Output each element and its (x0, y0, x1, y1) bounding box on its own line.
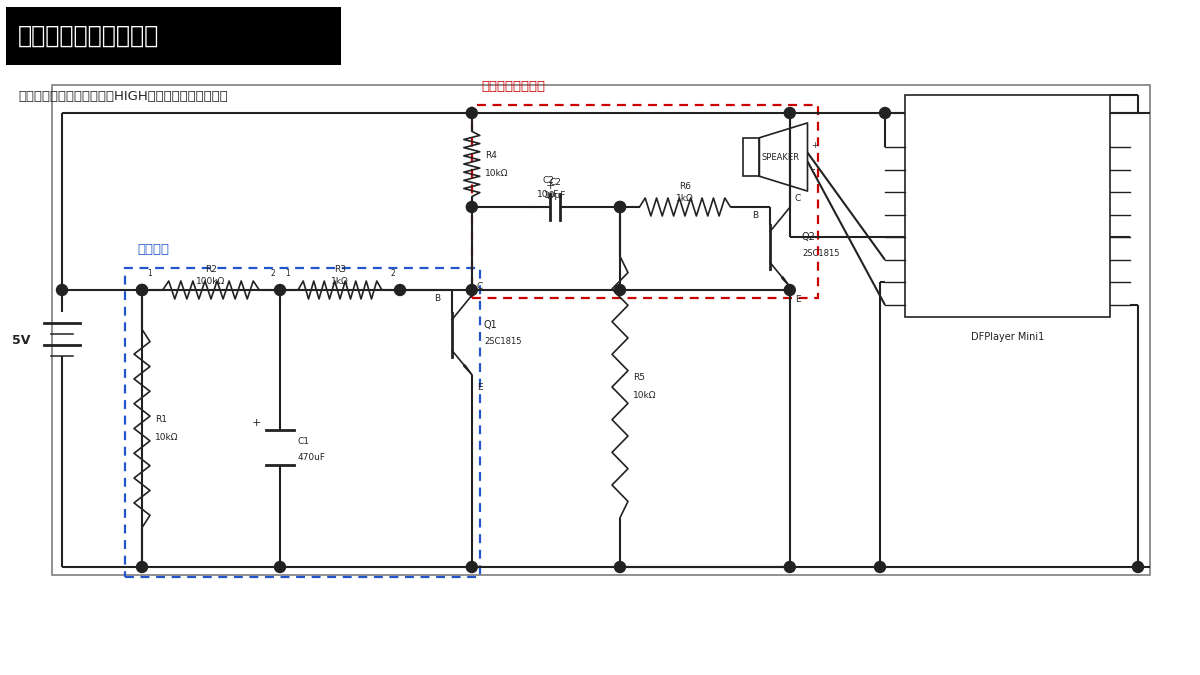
Polygon shape (781, 277, 790, 287)
Text: SPEAKER: SPEAKER (761, 153, 799, 161)
Text: R3: R3 (334, 265, 346, 274)
Text: 5  DAC_L: 5 DAC_L (912, 234, 944, 241)
Bar (905, 95, 1110, 317)
Circle shape (137, 284, 148, 296)
Text: 2SC1815: 2SC1815 (484, 337, 522, 346)
Circle shape (785, 107, 796, 119)
Text: ADKEY2  13: ADKEY2 13 (1061, 212, 1103, 218)
Text: ワンショット回路: ワンショット回路 (481, 80, 546, 93)
Text: 5V: 5V (12, 333, 30, 346)
Text: DFPLAYER: DFPLAYER (994, 108, 1054, 118)
Circle shape (467, 107, 478, 119)
Text: 3  TX: 3 TX (912, 189, 930, 195)
Circle shape (614, 284, 625, 296)
Text: 1: 1 (148, 269, 151, 278)
Bar (6, 7, 341, 65)
Circle shape (137, 562, 148, 572)
Bar (472, 105, 818, 298)
Circle shape (275, 562, 286, 572)
Text: Q2: Q2 (802, 232, 816, 242)
Circle shape (614, 562, 625, 572)
Text: C: C (476, 282, 484, 292)
Text: 遅延回路: 遅延回路 (137, 243, 169, 256)
Circle shape (785, 562, 796, 572)
Circle shape (275, 284, 286, 296)
Text: 1  VCC: 1 VCC (912, 144, 936, 150)
Circle shape (875, 562, 886, 572)
Text: 1: 1 (284, 269, 289, 278)
Circle shape (467, 562, 478, 572)
Text: MINI: MINI (1010, 127, 1037, 137)
Text: R2: R2 (205, 265, 217, 274)
Text: C2: C2 (542, 176, 554, 185)
Circle shape (1133, 562, 1144, 572)
Text: +: + (252, 418, 262, 428)
Text: USB-  15: USB- 15 (1072, 167, 1103, 173)
Text: USB+  14: USB+ 14 (1068, 189, 1103, 195)
Text: R1: R1 (155, 415, 167, 424)
Text: 遅延ワンショット回路: 遅延ワンショット回路 (18, 24, 160, 48)
Text: +: + (545, 181, 554, 191)
Text: B: B (434, 294, 440, 303)
Text: +: + (811, 140, 818, 150)
Circle shape (614, 202, 625, 213)
Text: 10µF: 10µF (544, 191, 566, 200)
Text: E: E (476, 383, 482, 392)
Text: 6  SPK1: 6 SPK1 (912, 257, 940, 263)
Text: C1: C1 (298, 437, 310, 446)
Text: 1kΩ: 1kΩ (331, 277, 349, 286)
Text: USB-  15: USB- 15 (1058, 112, 1088, 118)
Text: 10kΩ: 10kΩ (485, 169, 509, 178)
Text: 2: 2 (270, 269, 275, 278)
Text: C: C (794, 194, 802, 203)
Text: 4  DAC_R: 4 DAC_R (912, 211, 946, 218)
Text: ADKEY1  12: ADKEY1 12 (1061, 234, 1103, 240)
Circle shape (467, 202, 478, 213)
Text: 8  SPK2: 8 SPK2 (912, 302, 940, 308)
Text: R5: R5 (634, 373, 646, 383)
Text: C2: C2 (550, 178, 560, 187)
Text: -: - (811, 165, 815, 174)
Text: 1kΩ: 1kΩ (676, 194, 694, 203)
Circle shape (880, 107, 890, 119)
Text: Q1: Q1 (484, 320, 498, 330)
Text: E: E (794, 294, 800, 304)
Text: 10µF: 10µF (536, 190, 559, 199)
Text: 電源投入後、時間を空けてHIGHパルスを一回だけ出力: 電源投入後、時間を空けてHIGHパルスを一回だけ出力 (18, 90, 228, 103)
Text: 2SC1815: 2SC1815 (802, 248, 840, 257)
Text: BUSY  16: BUSY 16 (1070, 144, 1103, 150)
Text: 2: 2 (390, 269, 395, 278)
Polygon shape (463, 364, 472, 375)
Bar (52, 85, 1150, 575)
Text: IO1  9: IO1 9 (1081, 302, 1103, 308)
Text: B: B (752, 211, 758, 220)
Text: R4: R4 (485, 151, 497, 159)
Bar (125, 268, 480, 577)
Text: 10kΩ: 10kΩ (634, 392, 656, 400)
Text: 470uF: 470uF (298, 454, 326, 462)
Text: 10kΩ: 10kΩ (155, 433, 179, 442)
Text: 2  RX: 2 RX (912, 167, 931, 173)
Text: DFPlayer Mini1: DFPlayer Mini1 (971, 332, 1044, 342)
Bar (743, 138, 760, 176)
Text: 100kΩ: 100kΩ (197, 277, 226, 286)
Text: IO2  11: IO2 11 (1076, 257, 1103, 263)
Text: 7  GND: 7 GND (912, 279, 938, 286)
Text: GND  10: GND 10 (1073, 279, 1103, 286)
Circle shape (137, 284, 148, 296)
Circle shape (785, 284, 796, 296)
Circle shape (395, 284, 406, 296)
Circle shape (56, 284, 67, 296)
Circle shape (467, 284, 478, 296)
Text: R6: R6 (679, 182, 691, 191)
Circle shape (614, 202, 625, 213)
